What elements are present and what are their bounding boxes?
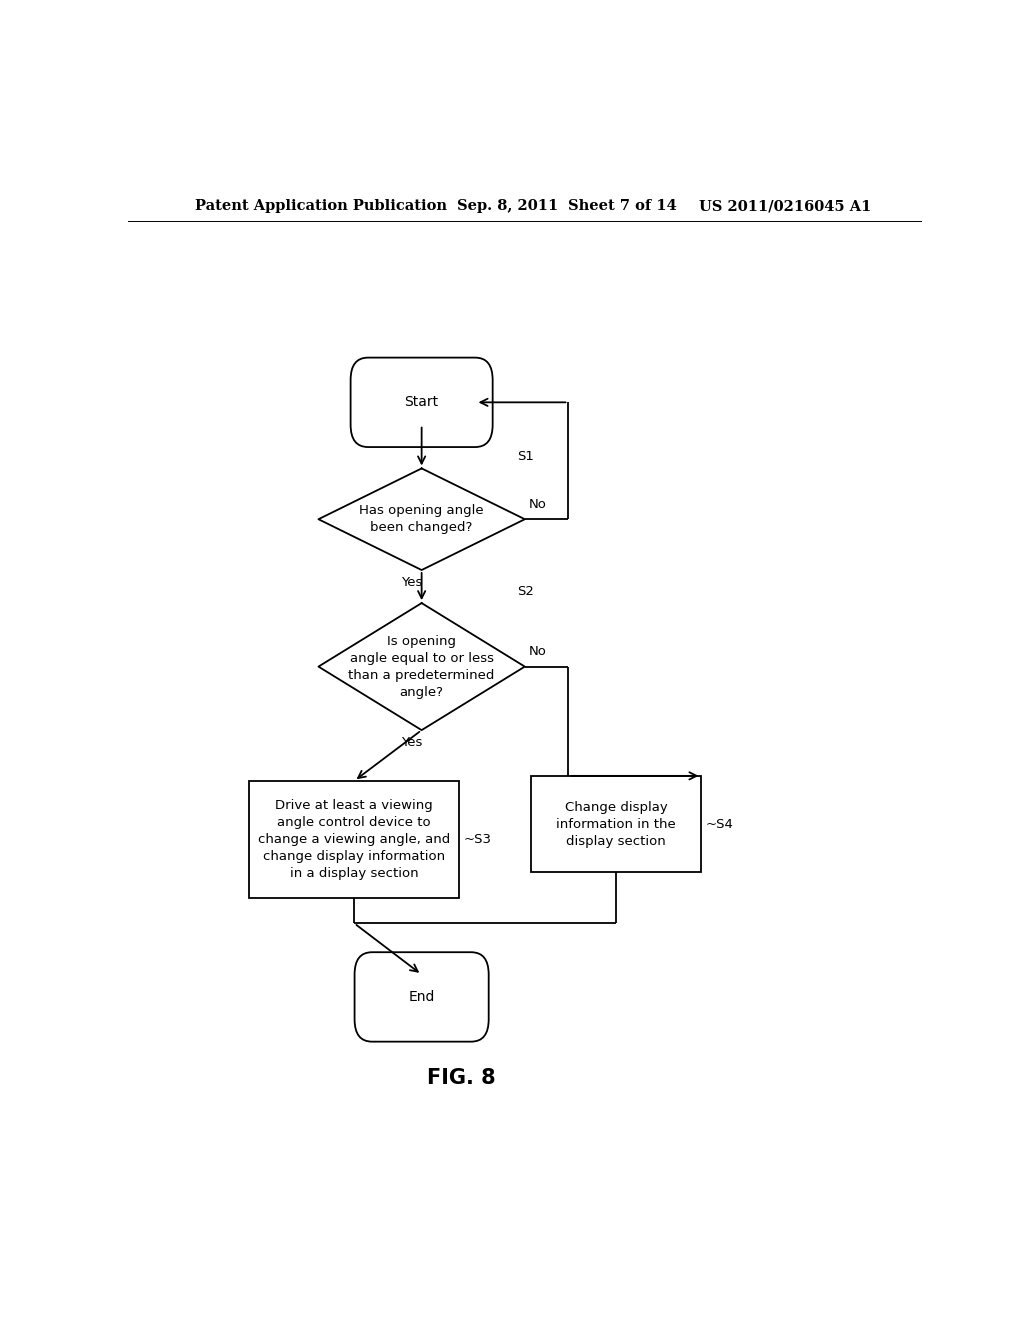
Text: No: No xyxy=(528,645,547,659)
Text: Is opening
angle equal to or less
than a predetermined
angle?: Is opening angle equal to or less than a… xyxy=(348,635,495,698)
Bar xyxy=(530,776,701,873)
Text: Sep. 8, 2011: Sep. 8, 2011 xyxy=(458,199,559,213)
Text: Start: Start xyxy=(404,395,438,409)
Text: FIG. 8: FIG. 8 xyxy=(427,1068,496,1088)
Text: Yes: Yes xyxy=(401,576,423,589)
FancyBboxPatch shape xyxy=(350,358,493,447)
Text: Change display
information in the
display section: Change display information in the displa… xyxy=(556,801,676,847)
Text: Has opening angle
been changed?: Has opening angle been changed? xyxy=(359,504,484,535)
Text: Yes: Yes xyxy=(401,737,423,750)
Text: ~S3: ~S3 xyxy=(463,833,492,846)
Text: ~S4: ~S4 xyxy=(706,817,733,830)
Bar xyxy=(249,781,460,898)
Text: S2: S2 xyxy=(517,585,534,598)
Text: Patent Application Publication: Patent Application Publication xyxy=(196,199,447,213)
Text: Drive at least a viewing
angle control device to
change a viewing angle, and
cha: Drive at least a viewing angle control d… xyxy=(258,799,451,880)
Text: End: End xyxy=(409,990,435,1005)
Text: US 2011/0216045 A1: US 2011/0216045 A1 xyxy=(699,199,871,213)
Text: No: No xyxy=(528,498,547,511)
Text: S1: S1 xyxy=(517,450,534,463)
FancyBboxPatch shape xyxy=(354,952,488,1041)
Text: Sheet 7 of 14: Sheet 7 of 14 xyxy=(568,199,677,213)
